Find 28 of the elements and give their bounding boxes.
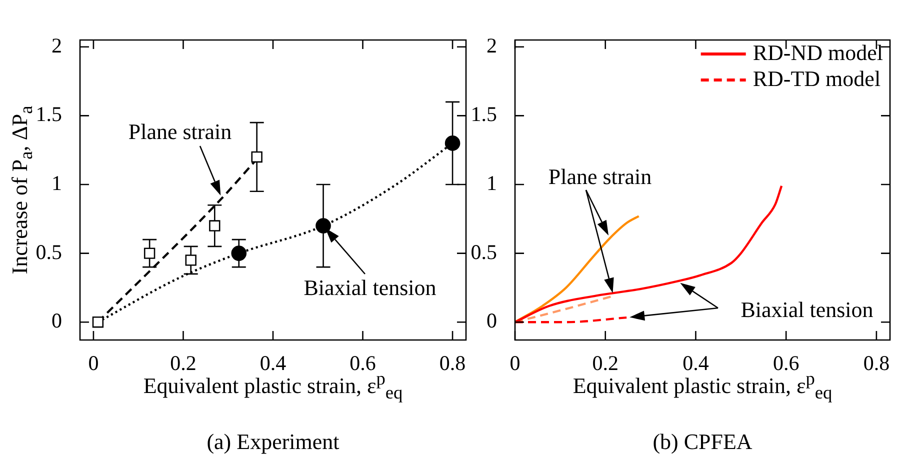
- legend-label: RD-TD model: [752, 66, 881, 91]
- y-tick-label: 0.5: [36, 240, 62, 264]
- y-tick-label: 0.5: [470, 240, 497, 264]
- y-tick-label: 1.5: [36, 102, 62, 126]
- annotation: Biaxial tension: [740, 297, 874, 323]
- x-tick-label: 0: [510, 351, 520, 376]
- x-tick-label: 0.8: [863, 351, 890, 376]
- y-tick-label: 2: [52, 33, 62, 58]
- x-tick-label: 0.4: [260, 351, 287, 376]
- x-tick-label: 0.6: [772, 351, 800, 376]
- y-tick-label: 1.5: [470, 102, 497, 126]
- x-tick-label: 0.2: [592, 351, 618, 376]
- x-tick-label: 0.2: [170, 351, 196, 376]
- text: (b) CPFEA: [652, 429, 752, 455]
- y-tick-label: 0: [486, 308, 497, 333]
- x-tick-label: 0.6: [350, 351, 376, 376]
- y-tick-label: 0: [52, 308, 62, 333]
- x-tick-label: 0.8: [439, 351, 466, 376]
- y-tick-label: 1: [52, 171, 62, 196]
- y-tick-label: 1: [486, 171, 497, 196]
- legend-label: RD-ND model: [752, 40, 884, 65]
- y-tick-label: 2: [486, 33, 497, 58]
- annotation: Plane strain: [128, 119, 232, 145]
- x-tick-label: 0: [88, 351, 99, 376]
- annotation: Biaxial tension: [304, 275, 436, 301]
- annotation: Plane strain: [548, 164, 652, 190]
- text: (a) Experiment: [206, 429, 340, 455]
- x-tick-label: 0.4: [682, 351, 710, 376]
